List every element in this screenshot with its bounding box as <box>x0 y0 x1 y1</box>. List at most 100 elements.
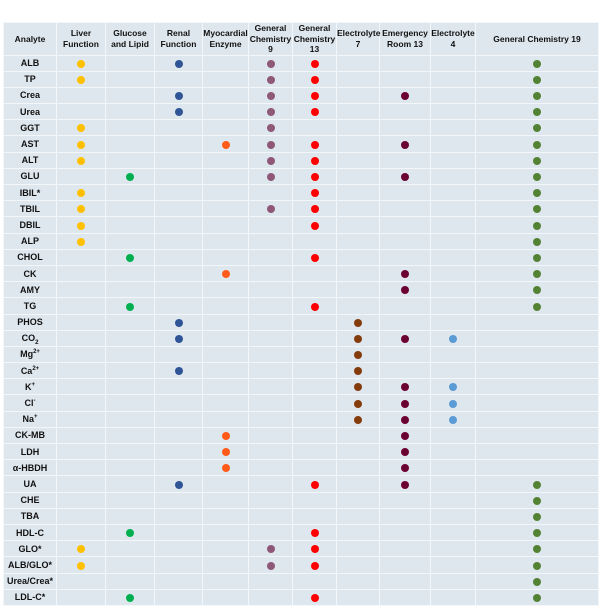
inclusion-dot-icon <box>310 75 319 84</box>
panel-cell-gc9 <box>248 232 293 250</box>
panel-cell-myo <box>202 264 249 283</box>
analyte-cell: GLO* <box>3 540 57 558</box>
panel-cell-gc19 <box>475 281 599 299</box>
panel-cell-liver <box>56 70 106 88</box>
analyte-name: TBA <box>20 511 40 522</box>
panel-cell-gc19 <box>475 459 599 477</box>
panel-cell-e4 <box>430 70 476 88</box>
inclusion-dot-icon <box>401 399 409 408</box>
analyte-name: CO <box>21 333 36 344</box>
inclusion-dot-icon <box>310 173 319 182</box>
analyte-name: Urea/Crea* <box>6 576 54 587</box>
panel-cell-myo <box>202 523 249 542</box>
panel-cell-gc13 <box>292 54 337 72</box>
panel-cell-gc9 <box>248 248 293 266</box>
inclusion-dot-icon <box>310 480 319 489</box>
inclusion-dot-icon <box>401 415 409 424</box>
analyte-name: LDH <box>20 446 40 457</box>
panel-cell-renal <box>154 248 203 266</box>
panel-cell-er13 <box>379 119 431 137</box>
analyte-cell: Crea <box>3 86 57 105</box>
panel-cell-liver <box>56 183 106 202</box>
analyte-cell: CHOL <box>3 248 57 266</box>
panel-cell-gc19 <box>475 232 599 250</box>
panel-cell-er13 <box>379 378 431 396</box>
table-row: LDH <box>3 442 599 461</box>
inclusion-dot-icon <box>354 334 362 343</box>
analyte-cell: Na+ <box>3 410 57 428</box>
panel-cell-myo <box>202 103 249 121</box>
panel-cell-renal <box>154 281 203 299</box>
panel-cell-renal <box>154 86 203 105</box>
panel-cell-liver <box>56 442 106 461</box>
panel-cell-liver <box>56 540 106 558</box>
table-row: Urea <box>3 103 599 121</box>
panel-cell-e7 <box>336 442 380 461</box>
analyte-cell: TBIL <box>3 200 57 218</box>
panel-cell-gc13 <box>292 248 337 266</box>
panel-cell-e7 <box>336 345 380 364</box>
panel-cell-gc9 <box>248 329 293 347</box>
inclusion-dot-icon <box>126 529 134 538</box>
analyte-name: IBIL* <box>19 187 41 198</box>
panel-cell-gc9 <box>248 394 293 412</box>
panel-cell-gc9 <box>248 264 293 283</box>
panel-cell-gc9 <box>248 200 293 218</box>
panel-cell-gc19 <box>475 426 599 445</box>
panel-cell-liver <box>56 329 106 347</box>
panel-cell-gc9 <box>248 70 293 88</box>
table-row: DBIL <box>3 216 599 234</box>
inclusion-dot-icon <box>449 334 457 343</box>
panel-cell-e7 <box>336 86 380 105</box>
panel-cell-renal <box>154 70 203 88</box>
panel-cell-gc19 <box>475 410 599 428</box>
inclusion-dot-icon <box>533 302 541 311</box>
panel-cell-gc9 <box>248 410 293 428</box>
panel-cell-gc9 <box>248 491 293 509</box>
panel-cell-liver <box>56 135 106 153</box>
panel-cell-glucose <box>105 103 155 121</box>
analyte-name: CK <box>23 268 37 279</box>
inclusion-dot-icon <box>221 448 230 457</box>
table-row: TBIL <box>3 200 599 218</box>
panel-cell-gc19 <box>475 491 599 509</box>
panel-cell-e4 <box>430 248 476 266</box>
panel-cell-liver <box>56 507 106 525</box>
table-row: ALP <box>3 232 599 250</box>
panel-cell-myo <box>202 378 249 396</box>
inclusion-dot-icon <box>266 545 275 554</box>
panel-cell-gc9 <box>248 54 293 72</box>
panel-cell-myo <box>202 475 249 493</box>
panel-cell-glucose <box>105 540 155 558</box>
panel-cell-gc13 <box>292 151 337 169</box>
inclusion-dot-icon <box>77 124 85 133</box>
panel-cell-gc19 <box>475 313 599 331</box>
inclusion-dot-icon <box>401 92 409 101</box>
panel-cell-glucose <box>105 394 155 412</box>
analyte-name: HDL-C <box>16 527 44 538</box>
panel-cell-e4 <box>430 297 476 315</box>
panel-cell-gc13 <box>292 70 337 88</box>
inclusion-dot-icon <box>77 59 85 68</box>
analyte-cell: Ca2+ <box>3 362 57 380</box>
table-row: GLO* <box>3 540 599 558</box>
analyte-panel-table: Analyte Liver Function Glucose and Lipid Re… <box>3 22 599 606</box>
table-row: CHOL <box>3 248 599 266</box>
inclusion-dot-icon <box>533 593 541 602</box>
analyte-name: UA <box>23 478 37 489</box>
panel-cell-er13 <box>379 103 431 121</box>
panel-cell-liver <box>56 572 106 590</box>
table-row: GLU <box>3 167 599 186</box>
panel-cell-e7 <box>336 329 380 347</box>
inclusion-dot-icon <box>449 383 457 392</box>
panel-cell-renal <box>154 313 203 331</box>
inclusion-dot-icon <box>77 545 85 554</box>
panel-cell-e7 <box>336 200 380 218</box>
analyte-superscript: - <box>33 398 36 405</box>
inclusion-dot-icon <box>354 399 362 408</box>
analyte-name: ALP <box>21 236 39 247</box>
panel-cell-e4 <box>430 572 476 590</box>
panel-cell-gc13 <box>292 297 337 315</box>
inclusion-dot-icon <box>310 156 319 165</box>
panel-cell-renal <box>154 394 203 412</box>
